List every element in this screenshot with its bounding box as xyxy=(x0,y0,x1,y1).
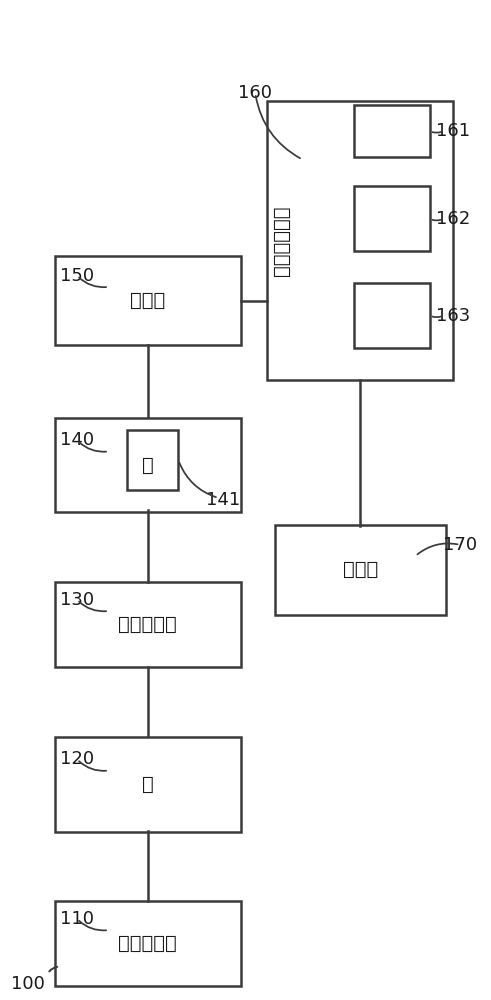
Bar xyxy=(268,101,453,380)
Text: 161: 161 xyxy=(436,122,470,140)
Text: 163: 163 xyxy=(436,307,470,325)
Text: 检测器: 检测器 xyxy=(130,291,165,310)
Text: 170: 170 xyxy=(443,536,477,554)
Text: 110: 110 xyxy=(60,910,94,928)
Bar xyxy=(354,105,430,157)
Text: 泵: 泵 xyxy=(142,775,154,794)
Bar xyxy=(55,901,241,986)
Bar xyxy=(354,186,430,251)
Bar xyxy=(55,418,241,512)
Text: 柱: 柱 xyxy=(142,456,154,475)
Bar xyxy=(55,582,241,667)
Bar xyxy=(354,283,430,348)
Text: 141: 141 xyxy=(206,491,241,509)
Text: 数据处理装置: 数据处理装置 xyxy=(272,205,291,276)
Text: 流动相容器: 流动相容器 xyxy=(118,934,177,953)
Text: 显示部: 显示部 xyxy=(343,560,378,579)
Text: 100: 100 xyxy=(11,975,45,993)
Bar xyxy=(127,430,178,490)
Bar xyxy=(275,525,446,615)
Bar xyxy=(55,737,241,832)
Text: 140: 140 xyxy=(60,431,94,449)
Text: 160: 160 xyxy=(238,84,273,102)
Text: 162: 162 xyxy=(436,210,470,228)
Text: 120: 120 xyxy=(60,750,94,768)
Text: 150: 150 xyxy=(60,267,94,285)
Text: 130: 130 xyxy=(60,591,94,609)
Bar xyxy=(55,256,241,345)
Text: 自动取样器: 自动取样器 xyxy=(118,615,177,634)
